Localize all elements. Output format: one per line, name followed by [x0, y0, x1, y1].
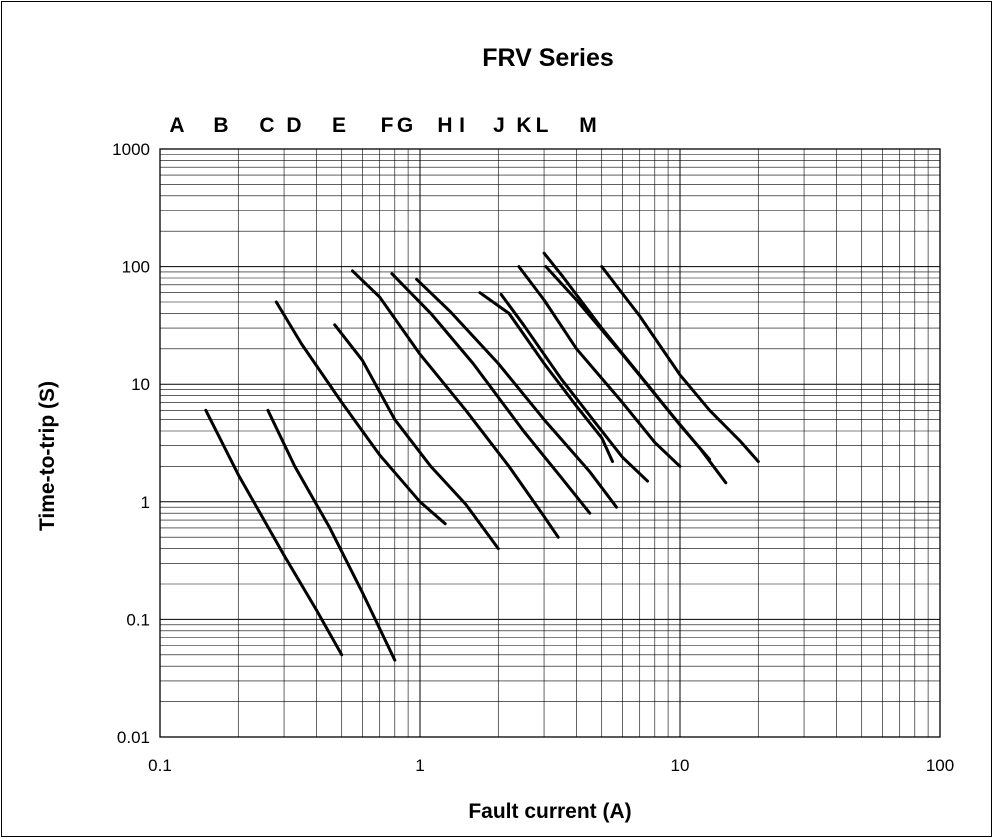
- y-tick-label: 1: [141, 493, 150, 512]
- curve-e: [351, 269, 560, 539]
- curve-a: [204, 408, 344, 657]
- curve-letter-j: J: [493, 114, 505, 137]
- curve-letter-a: A: [169, 114, 184, 137]
- x-tick-label: 10: [671, 756, 690, 775]
- curve-b: [266, 408, 397, 662]
- curve-d: [333, 323, 500, 551]
- curve-g: [415, 277, 618, 509]
- y-tick-labels: 0.01 0.1 1 10 100 1000: [112, 140, 150, 747]
- curve-letter-k: K: [516, 114, 531, 137]
- curve-letter-m: M: [579, 114, 597, 137]
- curve-letter-l: L: [536, 114, 549, 137]
- curve-j: [517, 265, 682, 468]
- x-tick-label: 100: [926, 756, 954, 775]
- curve-letter-d: D: [286, 114, 301, 137]
- curve-letter-c: C: [259, 114, 274, 137]
- curve-m: [600, 265, 760, 463]
- y-tick-label: 0.1: [126, 610, 150, 629]
- curve-f: [390, 272, 592, 515]
- y-axis-title: Time-to-trip (S): [36, 381, 59, 531]
- curve-letter-g: G: [397, 114, 413, 137]
- y-tick-label: 1000: [112, 140, 150, 159]
- x-tick-label: 1: [415, 756, 424, 775]
- x-tick-label: 0.1: [148, 756, 172, 775]
- curve-h: [478, 291, 614, 463]
- curve-letter-h: H: [437, 114, 452, 137]
- chart-title: FRV Series: [482, 44, 614, 72]
- x-axis-title: Fault current (A): [468, 800, 631, 823]
- curve-letter-f: F: [381, 114, 394, 137]
- x-tick-labels: 0.1 1 10 100: [148, 756, 954, 775]
- curve-l: [544, 265, 728, 485]
- y-tick-label: 100: [122, 258, 150, 277]
- curve-letter-i: I: [459, 114, 465, 137]
- plot-area-border: [159, 148, 941, 738]
- curve-letter-e: E: [332, 114, 346, 137]
- curve-i: [499, 292, 649, 483]
- curve-layer: [204, 251, 760, 662]
- grid-layer: [160, 149, 940, 737]
- y-tick-label: 10: [131, 375, 150, 394]
- curve-letter-b: B: [213, 114, 228, 137]
- y-tick-label: 0.01: [117, 728, 150, 747]
- curve-c: [274, 300, 447, 526]
